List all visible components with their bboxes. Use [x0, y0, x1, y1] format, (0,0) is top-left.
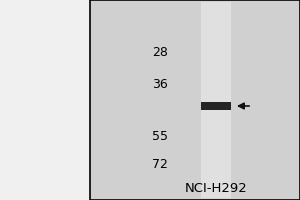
Text: 36: 36	[152, 78, 168, 90]
Bar	[201, 2, 231, 198]
Bar	[90, 0, 300, 200]
Text: 72: 72	[152, 158, 168, 170]
Bar	[201, 102, 231, 110]
Text: 55: 55	[152, 130, 168, 142]
Text: 28: 28	[152, 46, 168, 58]
Text: NCI-H292: NCI-H292	[184, 182, 248, 194]
Bar	[0, 0, 90, 200]
